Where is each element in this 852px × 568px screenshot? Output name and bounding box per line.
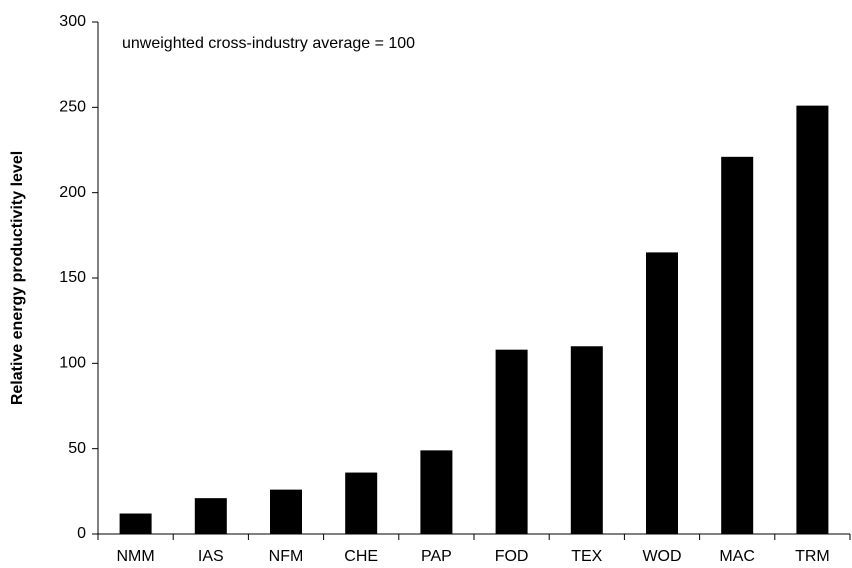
x-tick-label: PAP [421,548,452,565]
bar [721,156,754,534]
bar [796,105,829,535]
annotation: unweighted cross-industry average = 100 [122,35,415,52]
x-tick-label: WOD [642,548,681,565]
x-tick-label: CHE [344,548,378,565]
y-tick-label: 200 [59,184,86,201]
bar [646,252,678,534]
x-tick-label: TEX [571,548,602,565]
x-tick-label: TRM [795,548,830,565]
y-tick-label: 250 [59,99,86,116]
x-tick-label: NMM [116,548,154,565]
bar [194,498,227,534]
bar [119,513,152,534]
x-tick-label: FOD [495,548,529,565]
bar [495,349,528,534]
y-tick-label: 300 [59,13,86,30]
y-tick-label: 0 [77,525,86,542]
y-axis-label: Relative energy productivity level [9,151,26,405]
bar [420,450,453,534]
bar [570,346,603,534]
y-tick-label: 50 [68,440,86,457]
x-tick-label: IAS [198,548,224,565]
y-tick-label: 100 [59,355,86,372]
bar [270,489,302,534]
x-tick-label: MAC [719,548,755,565]
bar [345,472,378,534]
x-tick-label: NFM [269,548,304,565]
y-tick-label: 150 [59,269,86,286]
